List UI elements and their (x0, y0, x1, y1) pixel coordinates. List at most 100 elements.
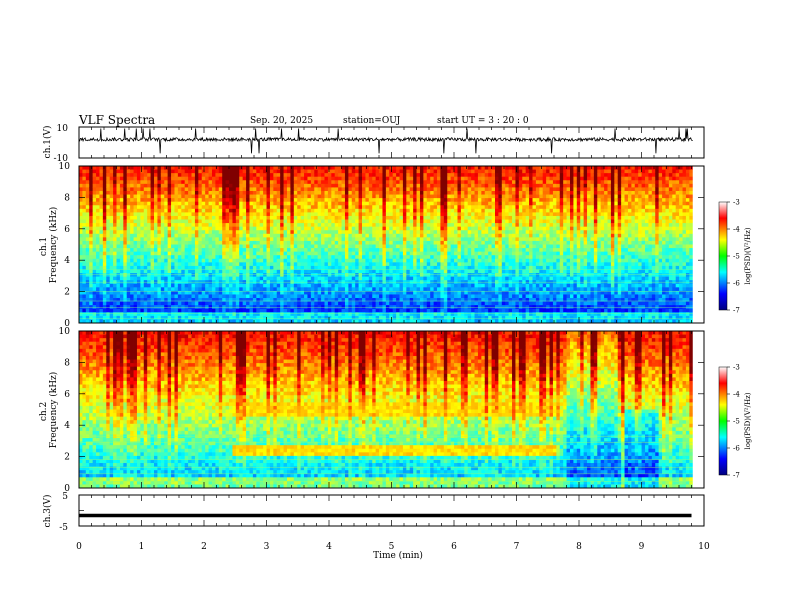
spec-cell (464, 173, 469, 178)
spec-cell (341, 176, 346, 181)
spec-cell (351, 169, 356, 174)
spec-cell (160, 223, 165, 228)
spec-cell (218, 208, 223, 213)
spec-cell (177, 166, 182, 170)
spec-cell (341, 262, 346, 267)
spec-cell (239, 205, 244, 210)
spec-cell (283, 308, 288, 313)
spec-cell (402, 212, 407, 217)
spec-cell (372, 205, 377, 210)
spec-cell (256, 208, 261, 213)
spec-cell (300, 190, 305, 195)
spec-cell (304, 169, 308, 174)
spec-cell (402, 187, 407, 192)
spec-cell (290, 173, 295, 178)
spec-cell (79, 298, 83, 302)
spec-cell (147, 269, 151, 274)
spec-cell (443, 248, 448, 253)
spec-cell (321, 244, 325, 249)
spec-cell (198, 205, 203, 210)
spec-cell (348, 251, 353, 256)
spec-cell (310, 187, 315, 192)
spec-cell (379, 283, 383, 288)
spec-cell (252, 315, 257, 320)
spec-cell (443, 298, 448, 302)
spec-cell (273, 262, 278, 267)
spec-cell (242, 187, 247, 192)
spec-cell (85, 319, 90, 324)
spec-cell (269, 308, 274, 313)
spec-cell (382, 248, 387, 253)
spec-cell (419, 237, 424, 242)
spec-cell (130, 312, 134, 317)
spec-cell (79, 258, 83, 263)
spec-cell (286, 173, 291, 178)
spec-cell (126, 201, 131, 206)
spec-cell (79, 240, 83, 245)
spec-cell (85, 248, 90, 253)
spec-cell (344, 223, 349, 228)
spec-cell (348, 169, 353, 174)
spec-cell (310, 240, 315, 245)
spec-cell (409, 201, 414, 206)
spec-cell (447, 169, 452, 174)
spec-cell (348, 283, 353, 288)
spec-cell (317, 183, 322, 188)
spec-cell (440, 180, 445, 185)
spec-cell (239, 219, 244, 224)
spec-cell (177, 194, 182, 199)
spec-cell (194, 205, 199, 210)
spec-cell (222, 298, 227, 302)
spec-cell (246, 262, 250, 267)
spec-cell (382, 205, 387, 210)
spec-cell (85, 169, 90, 174)
spec-cell (191, 265, 196, 270)
spec-cell (201, 219, 206, 224)
spec-cell (426, 183, 431, 188)
spec-cell (92, 226, 97, 231)
spec-cell (355, 248, 359, 253)
spec-cell (365, 308, 370, 313)
spec-cell (167, 205, 172, 210)
spec-cell (239, 208, 244, 213)
spec-cell (402, 226, 407, 231)
spec-cell (259, 315, 264, 320)
spec-cell (409, 233, 414, 238)
spec-cell (252, 169, 257, 174)
spec-cell (293, 205, 298, 210)
spec-cell (225, 273, 230, 278)
spec-cell (167, 198, 172, 203)
spec-cell (89, 194, 94, 199)
spec-cell (355, 276, 359, 281)
spec-cell (102, 226, 107, 231)
spec-cell (136, 251, 141, 256)
spec-cell (327, 255, 332, 260)
spec-cell (379, 190, 383, 195)
spec-cell (286, 205, 291, 210)
spec-cell (249, 219, 254, 224)
spec-cell (140, 248, 145, 253)
spec-cell (341, 201, 346, 206)
spec-cell (460, 212, 465, 217)
spec-cell (460, 258, 465, 263)
spec-cell (256, 190, 261, 195)
spec-cell (218, 223, 223, 228)
spec-cell (232, 183, 237, 188)
spec-cell (177, 319, 182, 324)
spec-cell (440, 183, 445, 188)
spec-cell (307, 298, 312, 302)
spec-cell (113, 198, 117, 203)
spec-cell (123, 194, 128, 199)
spec-cell (433, 290, 438, 295)
spec-cell (99, 262, 104, 267)
spec-cell (211, 269, 216, 274)
spec-cell (286, 258, 291, 263)
spec-cell (119, 169, 124, 174)
spec-cell (252, 319, 257, 324)
spec-cell (433, 251, 438, 256)
spec-cell (222, 262, 227, 267)
spec-cell (406, 273, 411, 278)
spec-cell (399, 248, 404, 253)
spec-cell (341, 273, 346, 278)
spec-cell (358, 187, 363, 192)
